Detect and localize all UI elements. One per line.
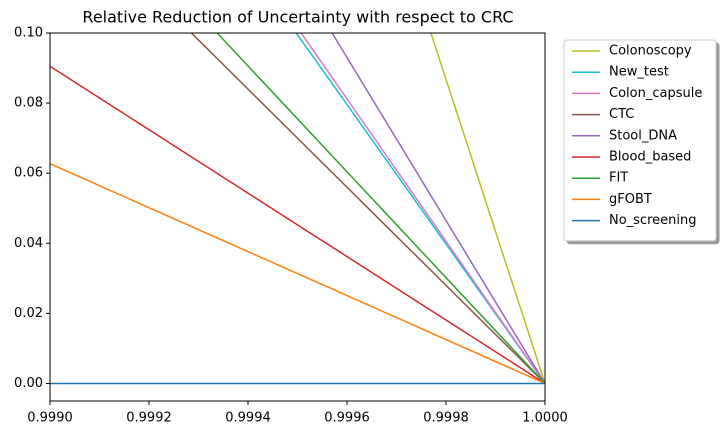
legend-label: Colon_capsule	[609, 86, 702, 101]
x-tick-label: 1.0000	[522, 411, 568, 426]
y-tick-label: 0.10	[14, 26, 43, 41]
y-tick-label: 0.04	[14, 236, 43, 251]
x-tick-label: 0.9994	[225, 411, 271, 426]
legend-box	[563, 39, 717, 242]
series-line	[50, 65, 545, 385]
legend-label: Stool_DNA	[609, 128, 677, 143]
legend-label: New_test	[609, 65, 669, 80]
legend-label: Colonoscopy	[609, 44, 692, 59]
plot-area	[50, 33, 545, 385]
series-line	[430, 33, 545, 384]
series-line	[331, 33, 545, 384]
y-tick-label: 0.08	[14, 96, 43, 111]
axes-frame	[49, 32, 546, 402]
x-tick-label: 0.9992	[126, 411, 172, 426]
legend-label: CTC	[609, 107, 634, 122]
legend-label: Blood_based	[609, 150, 691, 165]
series-line	[300, 33, 545, 384]
legend-label: FIT	[609, 171, 628, 186]
chart-title: Relative Reduction of Uncertainty with r…	[82, 8, 513, 27]
series-line	[190, 33, 545, 385]
legend-label: gFOBT	[609, 192, 652, 207]
series-line	[50, 163, 545, 385]
x-tick-label: 0.9998	[423, 411, 469, 426]
x-tick-label: 0.9996	[324, 411, 370, 426]
x-tick-label: 0.9990	[27, 411, 73, 426]
series-line	[216, 33, 545, 384]
series-line	[295, 33, 545, 384]
y-tick-label: 0.00	[14, 376, 43, 391]
y-tick-label: 0.02	[14, 306, 43, 321]
legend-label: No_screening	[609, 213, 697, 228]
y-tick-label: 0.06	[14, 166, 43, 181]
